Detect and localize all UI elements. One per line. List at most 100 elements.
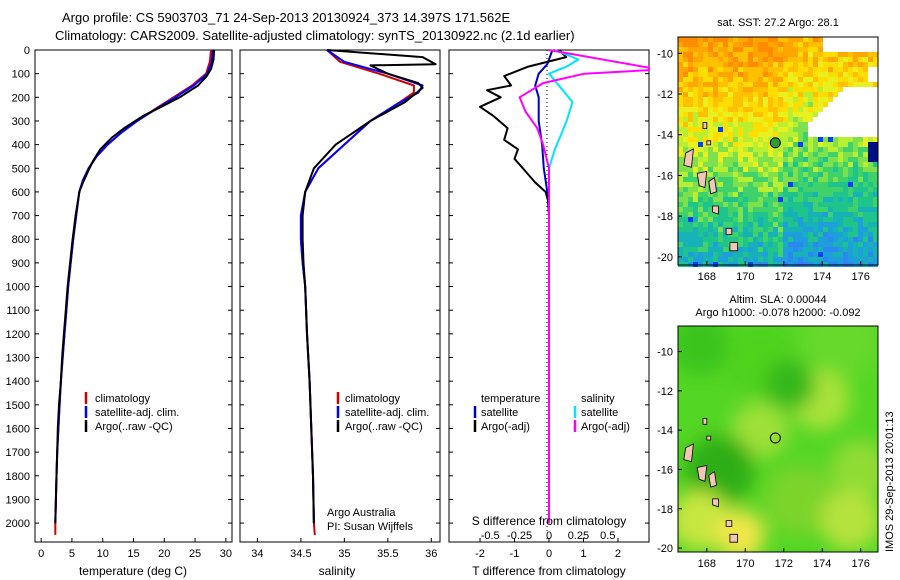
longitude-tick-label: 176 [852, 271, 870, 283]
sst-cell [758, 117, 763, 122]
sst-cell [743, 182, 748, 187]
sst-cell [733, 102, 738, 107]
sst-cell [698, 167, 703, 172]
temperature-tick-label: 30 [220, 548, 232, 560]
sst-cell [783, 117, 788, 122]
sst-cell [758, 177, 763, 182]
sst-cell [853, 152, 858, 157]
sst-cell [703, 142, 708, 147]
sst-cell [763, 222, 768, 227]
series-temperature-argo-adj- [479, 49, 568, 524]
sst-cell [788, 97, 793, 102]
sst-cell [698, 132, 703, 137]
sst-cell [848, 72, 853, 77]
sst-cell [848, 227, 853, 232]
sst-cell [693, 222, 698, 227]
sst-cell [818, 167, 823, 172]
sst-cell [788, 187, 793, 192]
sst-cell [723, 72, 728, 77]
sst-cell [828, 67, 833, 72]
sst-cell [848, 82, 853, 87]
sst-cell [743, 217, 748, 222]
sst-cell [803, 232, 808, 237]
sst-cell [683, 222, 688, 227]
sst-cell [793, 162, 798, 167]
sst-cell [703, 227, 708, 232]
sst-cell [793, 142, 798, 147]
sst-cell [773, 72, 778, 77]
sst-cell [828, 242, 833, 247]
sst-cell [678, 157, 683, 162]
sst-cell [703, 232, 708, 237]
sst-cell [688, 122, 693, 127]
sst-cell [853, 82, 858, 87]
sst-cell [688, 142, 693, 147]
sst-cell [743, 172, 748, 177]
sst-cell [823, 242, 828, 247]
sst-cell [728, 252, 733, 257]
sst-cell [848, 247, 853, 252]
depth-tick-label: 1500 [6, 400, 30, 412]
sst-cell [788, 82, 793, 87]
sst-cell [738, 232, 743, 237]
sst-cell [818, 182, 823, 187]
sst-cell [843, 222, 848, 227]
sst-cell [808, 187, 813, 192]
sst-cell [793, 222, 798, 227]
depth-tick-label: 700 [12, 211, 30, 223]
temperature-profiles [54, 49, 216, 535]
island [712, 205, 719, 215]
sst-cell [828, 92, 833, 97]
sst-cell [758, 127, 763, 132]
longitude-tick-label: 174 [813, 271, 831, 283]
sst-cell [763, 42, 768, 47]
t-difference-tick-label: 2 [615, 548, 621, 560]
island [708, 176, 717, 195]
sst-cell [843, 147, 848, 152]
sst-cell [803, 117, 808, 122]
sst-cell [813, 247, 818, 252]
island [706, 140, 712, 146]
sst-cell [693, 82, 698, 87]
sst-cell [768, 107, 773, 112]
sst-cell [858, 172, 863, 177]
sst-cell [783, 232, 788, 237]
sst-cell [748, 122, 753, 127]
sst-cell [703, 202, 708, 207]
sst-cell [748, 147, 753, 152]
sst-cell [693, 247, 698, 252]
sst-cell [748, 57, 753, 62]
sst-cell [773, 102, 778, 107]
sst-cell [778, 67, 783, 72]
temperature-tick-label: 20 [158, 548, 170, 560]
sst-cell [703, 57, 708, 62]
sst-cell [778, 197, 783, 202]
temperature-panel: 0100200300400500600700800900100011001200… [6, 45, 649, 578]
sst-cell [743, 122, 748, 127]
sst-cell [813, 57, 818, 62]
sst-cell [728, 92, 733, 97]
sst-cell [713, 212, 718, 217]
sst-cell [783, 227, 788, 232]
sst-cell [703, 112, 708, 117]
sst-cell [863, 222, 868, 227]
sst-cell [853, 172, 858, 177]
sst-cell [763, 202, 768, 207]
sst-cell [773, 212, 778, 217]
sst-cell [793, 212, 798, 217]
sst-cell [753, 112, 758, 117]
sst-cell [778, 97, 783, 102]
sst-cell [758, 217, 763, 222]
sst-cell [823, 57, 828, 62]
sst-cell [773, 67, 778, 72]
sst-cell [773, 172, 778, 177]
sst-cell [828, 72, 833, 77]
sst-cell [858, 212, 863, 217]
legend-climatology: climatology [95, 393, 151, 405]
sst-cell [748, 72, 753, 77]
sst-cell [783, 137, 788, 142]
sst-cell [763, 132, 768, 137]
sst-cell [848, 52, 853, 57]
sst-cell [813, 77, 818, 82]
sst-cell [808, 167, 813, 172]
